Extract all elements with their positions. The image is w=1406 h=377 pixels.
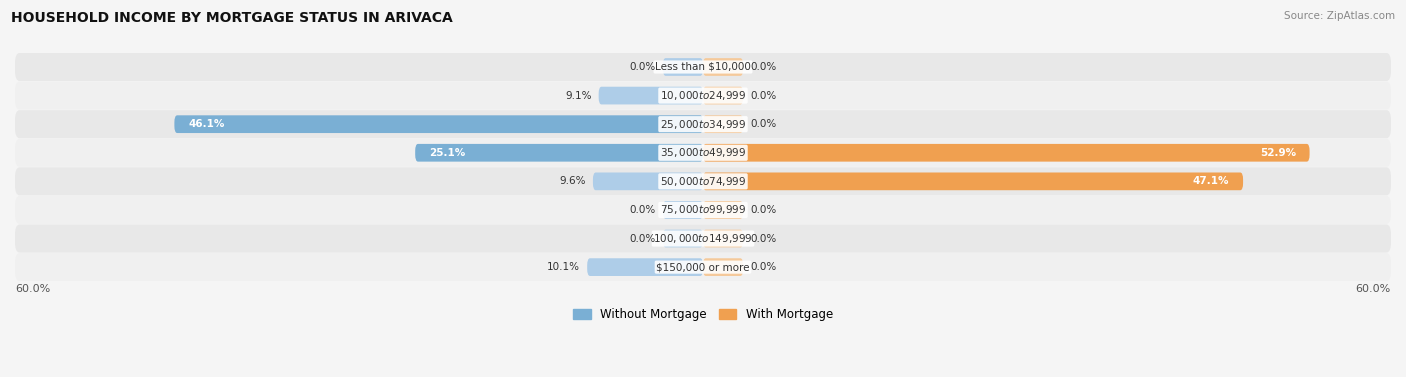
Text: 60.0%: 60.0% xyxy=(1355,284,1391,294)
Text: HOUSEHOLD INCOME BY MORTGAGE STATUS IN ARIVACA: HOUSEHOLD INCOME BY MORTGAGE STATUS IN A… xyxy=(11,11,453,25)
FancyBboxPatch shape xyxy=(703,58,744,76)
FancyBboxPatch shape xyxy=(593,173,703,190)
Text: 10.1%: 10.1% xyxy=(547,262,581,272)
Text: 0.0%: 0.0% xyxy=(630,205,657,215)
FancyBboxPatch shape xyxy=(15,167,1391,195)
Text: 0.0%: 0.0% xyxy=(749,119,776,129)
Text: 0.0%: 0.0% xyxy=(749,90,776,101)
FancyBboxPatch shape xyxy=(703,230,744,247)
FancyBboxPatch shape xyxy=(662,201,703,219)
Text: 0.0%: 0.0% xyxy=(630,62,657,72)
FancyBboxPatch shape xyxy=(415,144,703,162)
Text: $50,000 to $74,999: $50,000 to $74,999 xyxy=(659,175,747,188)
FancyBboxPatch shape xyxy=(703,258,744,276)
Text: 47.1%: 47.1% xyxy=(1192,176,1229,186)
Text: 0.0%: 0.0% xyxy=(630,233,657,244)
Text: $25,000 to $34,999: $25,000 to $34,999 xyxy=(659,118,747,131)
Text: 46.1%: 46.1% xyxy=(188,119,225,129)
FancyBboxPatch shape xyxy=(703,201,744,219)
FancyBboxPatch shape xyxy=(15,139,1391,167)
Text: 9.6%: 9.6% xyxy=(560,176,586,186)
FancyBboxPatch shape xyxy=(15,253,1391,281)
Text: 25.1%: 25.1% xyxy=(429,148,465,158)
Text: 0.0%: 0.0% xyxy=(749,205,776,215)
Legend: Without Mortgage, With Mortgage: Without Mortgage, With Mortgage xyxy=(568,303,838,326)
Text: $10,000 to $24,999: $10,000 to $24,999 xyxy=(659,89,747,102)
FancyBboxPatch shape xyxy=(662,58,703,76)
Text: 52.9%: 52.9% xyxy=(1260,148,1296,158)
FancyBboxPatch shape xyxy=(588,258,703,276)
Text: Less than $10,000: Less than $10,000 xyxy=(655,62,751,72)
Text: $75,000 to $99,999: $75,000 to $99,999 xyxy=(659,204,747,216)
Text: $150,000 or more: $150,000 or more xyxy=(657,262,749,272)
Text: Source: ZipAtlas.com: Source: ZipAtlas.com xyxy=(1284,11,1395,21)
FancyBboxPatch shape xyxy=(15,53,1391,81)
Text: $35,000 to $49,999: $35,000 to $49,999 xyxy=(659,146,747,159)
FancyBboxPatch shape xyxy=(703,144,1309,162)
FancyBboxPatch shape xyxy=(599,87,703,104)
Text: 0.0%: 0.0% xyxy=(749,62,776,72)
FancyBboxPatch shape xyxy=(15,225,1391,253)
FancyBboxPatch shape xyxy=(703,173,1243,190)
FancyBboxPatch shape xyxy=(15,196,1391,224)
FancyBboxPatch shape xyxy=(662,230,703,247)
Text: 0.0%: 0.0% xyxy=(749,233,776,244)
FancyBboxPatch shape xyxy=(703,115,744,133)
Text: 60.0%: 60.0% xyxy=(15,284,51,294)
Text: $100,000 to $149,999: $100,000 to $149,999 xyxy=(654,232,752,245)
Text: 0.0%: 0.0% xyxy=(749,262,776,272)
FancyBboxPatch shape xyxy=(15,81,1391,110)
FancyBboxPatch shape xyxy=(174,115,703,133)
Text: 9.1%: 9.1% xyxy=(565,90,592,101)
FancyBboxPatch shape xyxy=(15,110,1391,138)
FancyBboxPatch shape xyxy=(703,87,744,104)
